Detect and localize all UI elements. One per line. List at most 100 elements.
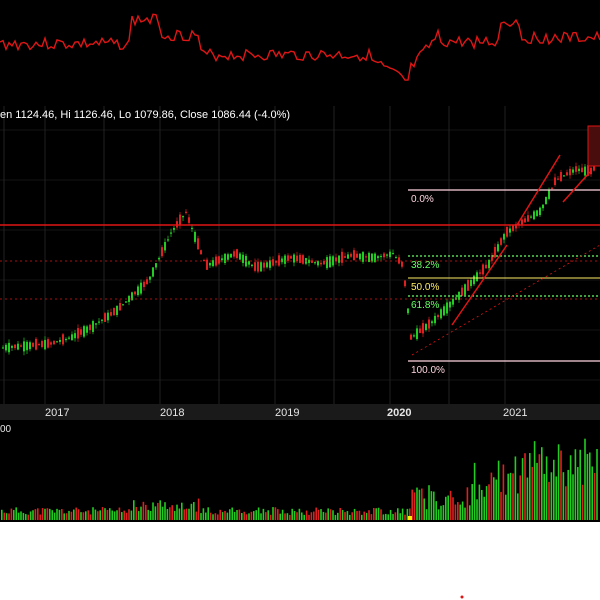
volume-bar <box>425 509 428 520</box>
candle-body <box>17 343 19 350</box>
candle-body <box>524 218 526 223</box>
volume-bar <box>538 454 541 520</box>
candle-body <box>257 261 259 272</box>
candle-body <box>347 254 349 259</box>
volume-bar <box>512 473 514 520</box>
volume-bar <box>250 511 253 520</box>
volume-bar <box>380 509 382 520</box>
volume-bar <box>73 509 75 520</box>
volume-bar <box>205 512 207 520</box>
candle-body <box>425 324 427 331</box>
volume-bar <box>442 505 445 520</box>
volume-bar <box>217 514 219 520</box>
volume-bar <box>212 514 214 520</box>
volume-bar <box>550 472 553 520</box>
volume-bar <box>428 485 430 520</box>
candle-body <box>221 258 223 261</box>
volume-bar <box>466 487 469 520</box>
volume-bar <box>85 511 87 520</box>
candle-body <box>212 260 214 267</box>
volume-bar <box>358 510 361 520</box>
x-tick-label: 2017 <box>45 407 69 419</box>
candle-body <box>440 309 442 319</box>
volume-bar <box>104 508 106 520</box>
volume-bar <box>353 508 356 520</box>
candle-body <box>125 301 127 303</box>
trendlines <box>0 125 600 356</box>
candle-body <box>311 260 313 263</box>
candle-body <box>335 257 337 262</box>
candle-body <box>119 303 121 311</box>
candle-body <box>329 256 331 268</box>
candle-body <box>533 211 535 220</box>
volume-bar <box>368 510 370 520</box>
volume-bar <box>500 491 502 520</box>
candle-body <box>380 255 382 258</box>
volume-bar <box>123 510 125 520</box>
volume-bar <box>541 447 543 520</box>
candle-body <box>269 260 271 268</box>
volume-bar <box>344 512 346 520</box>
candle-body <box>575 166 577 172</box>
volume-bar <box>397 508 399 520</box>
volume-bar <box>478 484 481 520</box>
volume-bar <box>97 511 99 520</box>
volume-bar <box>111 510 113 520</box>
candle-body <box>137 286 139 296</box>
volume-bar <box>171 505 173 520</box>
volume-bar <box>457 502 459 520</box>
volume-bar <box>133 500 135 520</box>
x-tick-label: 2018 <box>160 407 184 419</box>
volume-bar <box>286 513 289 520</box>
volume-bar <box>109 508 111 520</box>
candle-body <box>554 177 556 185</box>
volume-bar <box>8 513 10 520</box>
candle-body <box>107 312 109 321</box>
volume-bar <box>315 507 317 520</box>
volume-bar <box>382 514 385 520</box>
volume-bar <box>409 508 411 520</box>
trend-line <box>562 171 591 203</box>
candle-body <box>83 326 85 337</box>
volume-bar <box>289 514 291 520</box>
volume-bar <box>152 502 154 520</box>
volume-bar <box>562 472 565 520</box>
volume-bar <box>322 511 325 520</box>
volume-bar <box>130 510 133 520</box>
volume-bar <box>145 504 147 520</box>
volume-bar <box>238 509 241 520</box>
candle-body <box>209 262 211 266</box>
volume-bar <box>514 456 517 520</box>
volume-bar <box>521 458 524 520</box>
volume-bar <box>459 504 461 520</box>
candle-body <box>275 260 277 263</box>
candle-body <box>116 305 118 316</box>
candle-body <box>578 168 580 172</box>
candle-body <box>344 256 346 258</box>
candle-body <box>317 261 319 266</box>
volume-bar <box>557 444 560 520</box>
fib-label: 0.0% <box>411 194 434 205</box>
candle-body <box>149 276 151 280</box>
candle-body <box>110 312 112 316</box>
volume-bar <box>584 438 586 520</box>
trend-line <box>516 154 561 226</box>
volume-bar <box>284 513 286 520</box>
candle-body <box>98 321 100 323</box>
volume-bar <box>207 507 209 520</box>
candle-body <box>32 342 34 347</box>
volume-bar <box>248 513 250 520</box>
volume-bar <box>387 514 389 520</box>
fib-label: 61.8% <box>411 300 439 311</box>
volume-bar <box>173 510 176 520</box>
volume-bar <box>209 512 212 520</box>
candle-body <box>566 172 568 176</box>
candle-body <box>569 168 571 176</box>
candle-body <box>218 256 220 264</box>
candle-body <box>131 292 133 301</box>
candle-body <box>422 323 424 334</box>
candle-body <box>242 254 244 264</box>
x-axis-band <box>0 404 600 420</box>
volume-bar <box>421 488 423 520</box>
candle-body <box>197 238 199 250</box>
